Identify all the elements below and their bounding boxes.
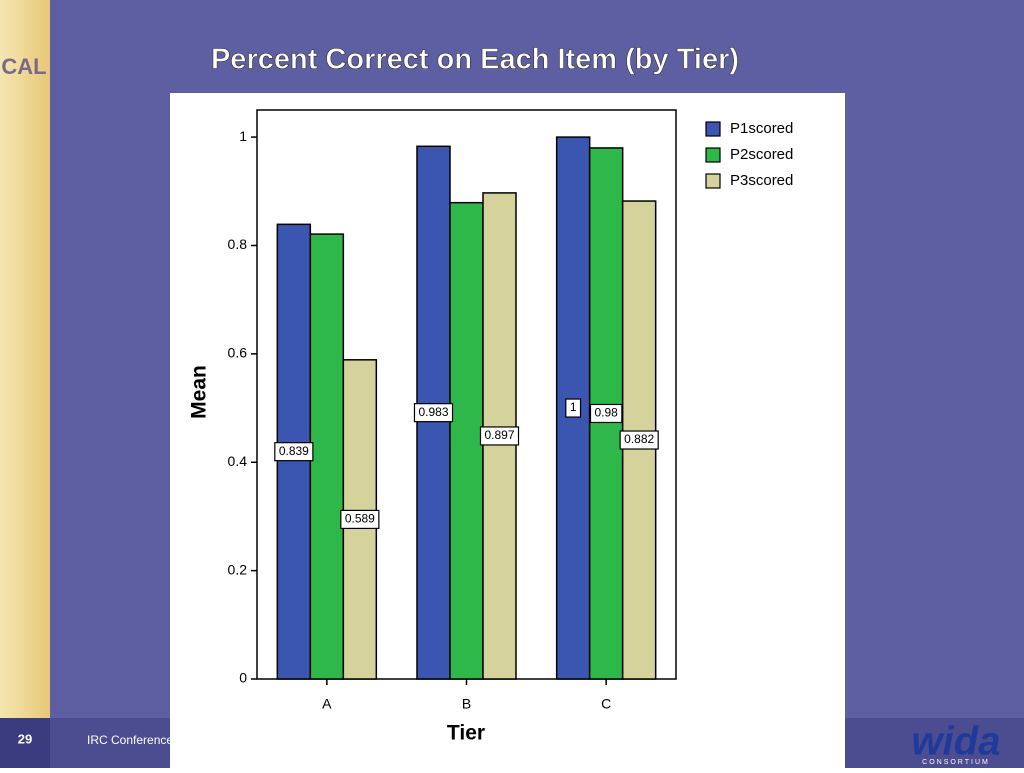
data-label-box: [619, 430, 659, 450]
legend-swatch: [705, 173, 721, 189]
side-strip: [0, 0, 50, 718]
bar: [449, 201, 484, 680]
y-tick-label: 0.2: [228, 561, 248, 577]
data-label-box: [413, 403, 454, 423]
data-label: 0.983: [418, 405, 448, 419]
data-label-box: [565, 398, 582, 418]
y-axis-label: Mean: [188, 365, 211, 419]
slide-number: 29: [18, 731, 32, 746]
legend-label: P3scored: [730, 172, 793, 189]
data-label-box: [274, 442, 314, 462]
x-tick-label: A: [322, 696, 332, 712]
data-label: 1: [570, 400, 577, 414]
number-box: [0, 718, 50, 768]
bar: [309, 233, 345, 680]
data-label: 0.839: [279, 444, 309, 458]
legend-swatch: [705, 147, 721, 163]
y-tick-label: 0.6: [228, 345, 248, 361]
legend-label: P2scored: [730, 146, 793, 163]
legend-swatch: [705, 121, 721, 137]
slide-title: Percent Correct on Each Item (by Tier): [211, 44, 739, 76]
logo-right: wida: [912, 720, 1001, 764]
y-tick-label: 0.8: [228, 236, 248, 252]
y-tick-label: 0: [239, 670, 247, 686]
footer-text: IRC Conference: [87, 733, 173, 747]
legend-label: P1scored: [730, 120, 793, 137]
logo-left: CAL: [1, 54, 46, 79]
data-label: 0.98: [594, 406, 618, 420]
data-label-box: [479, 426, 520, 446]
logo-right-sub: CONSORTIUM: [922, 759, 990, 766]
y-tick-label: 0.4: [228, 453, 248, 469]
data-label-box: [340, 509, 380, 530]
data-label: 0.897: [484, 428, 514, 442]
x-tick-label: C: [601, 696, 611, 712]
x-tick-label: B: [462, 696, 471, 712]
y-tick-label: 1: [239, 128, 247, 144]
data-label-box: [589, 403, 623, 424]
x-axis-label: Tier: [447, 722, 485, 745]
data-label: 0.589: [345, 512, 375, 526]
data-label: 0.882: [624, 432, 654, 446]
